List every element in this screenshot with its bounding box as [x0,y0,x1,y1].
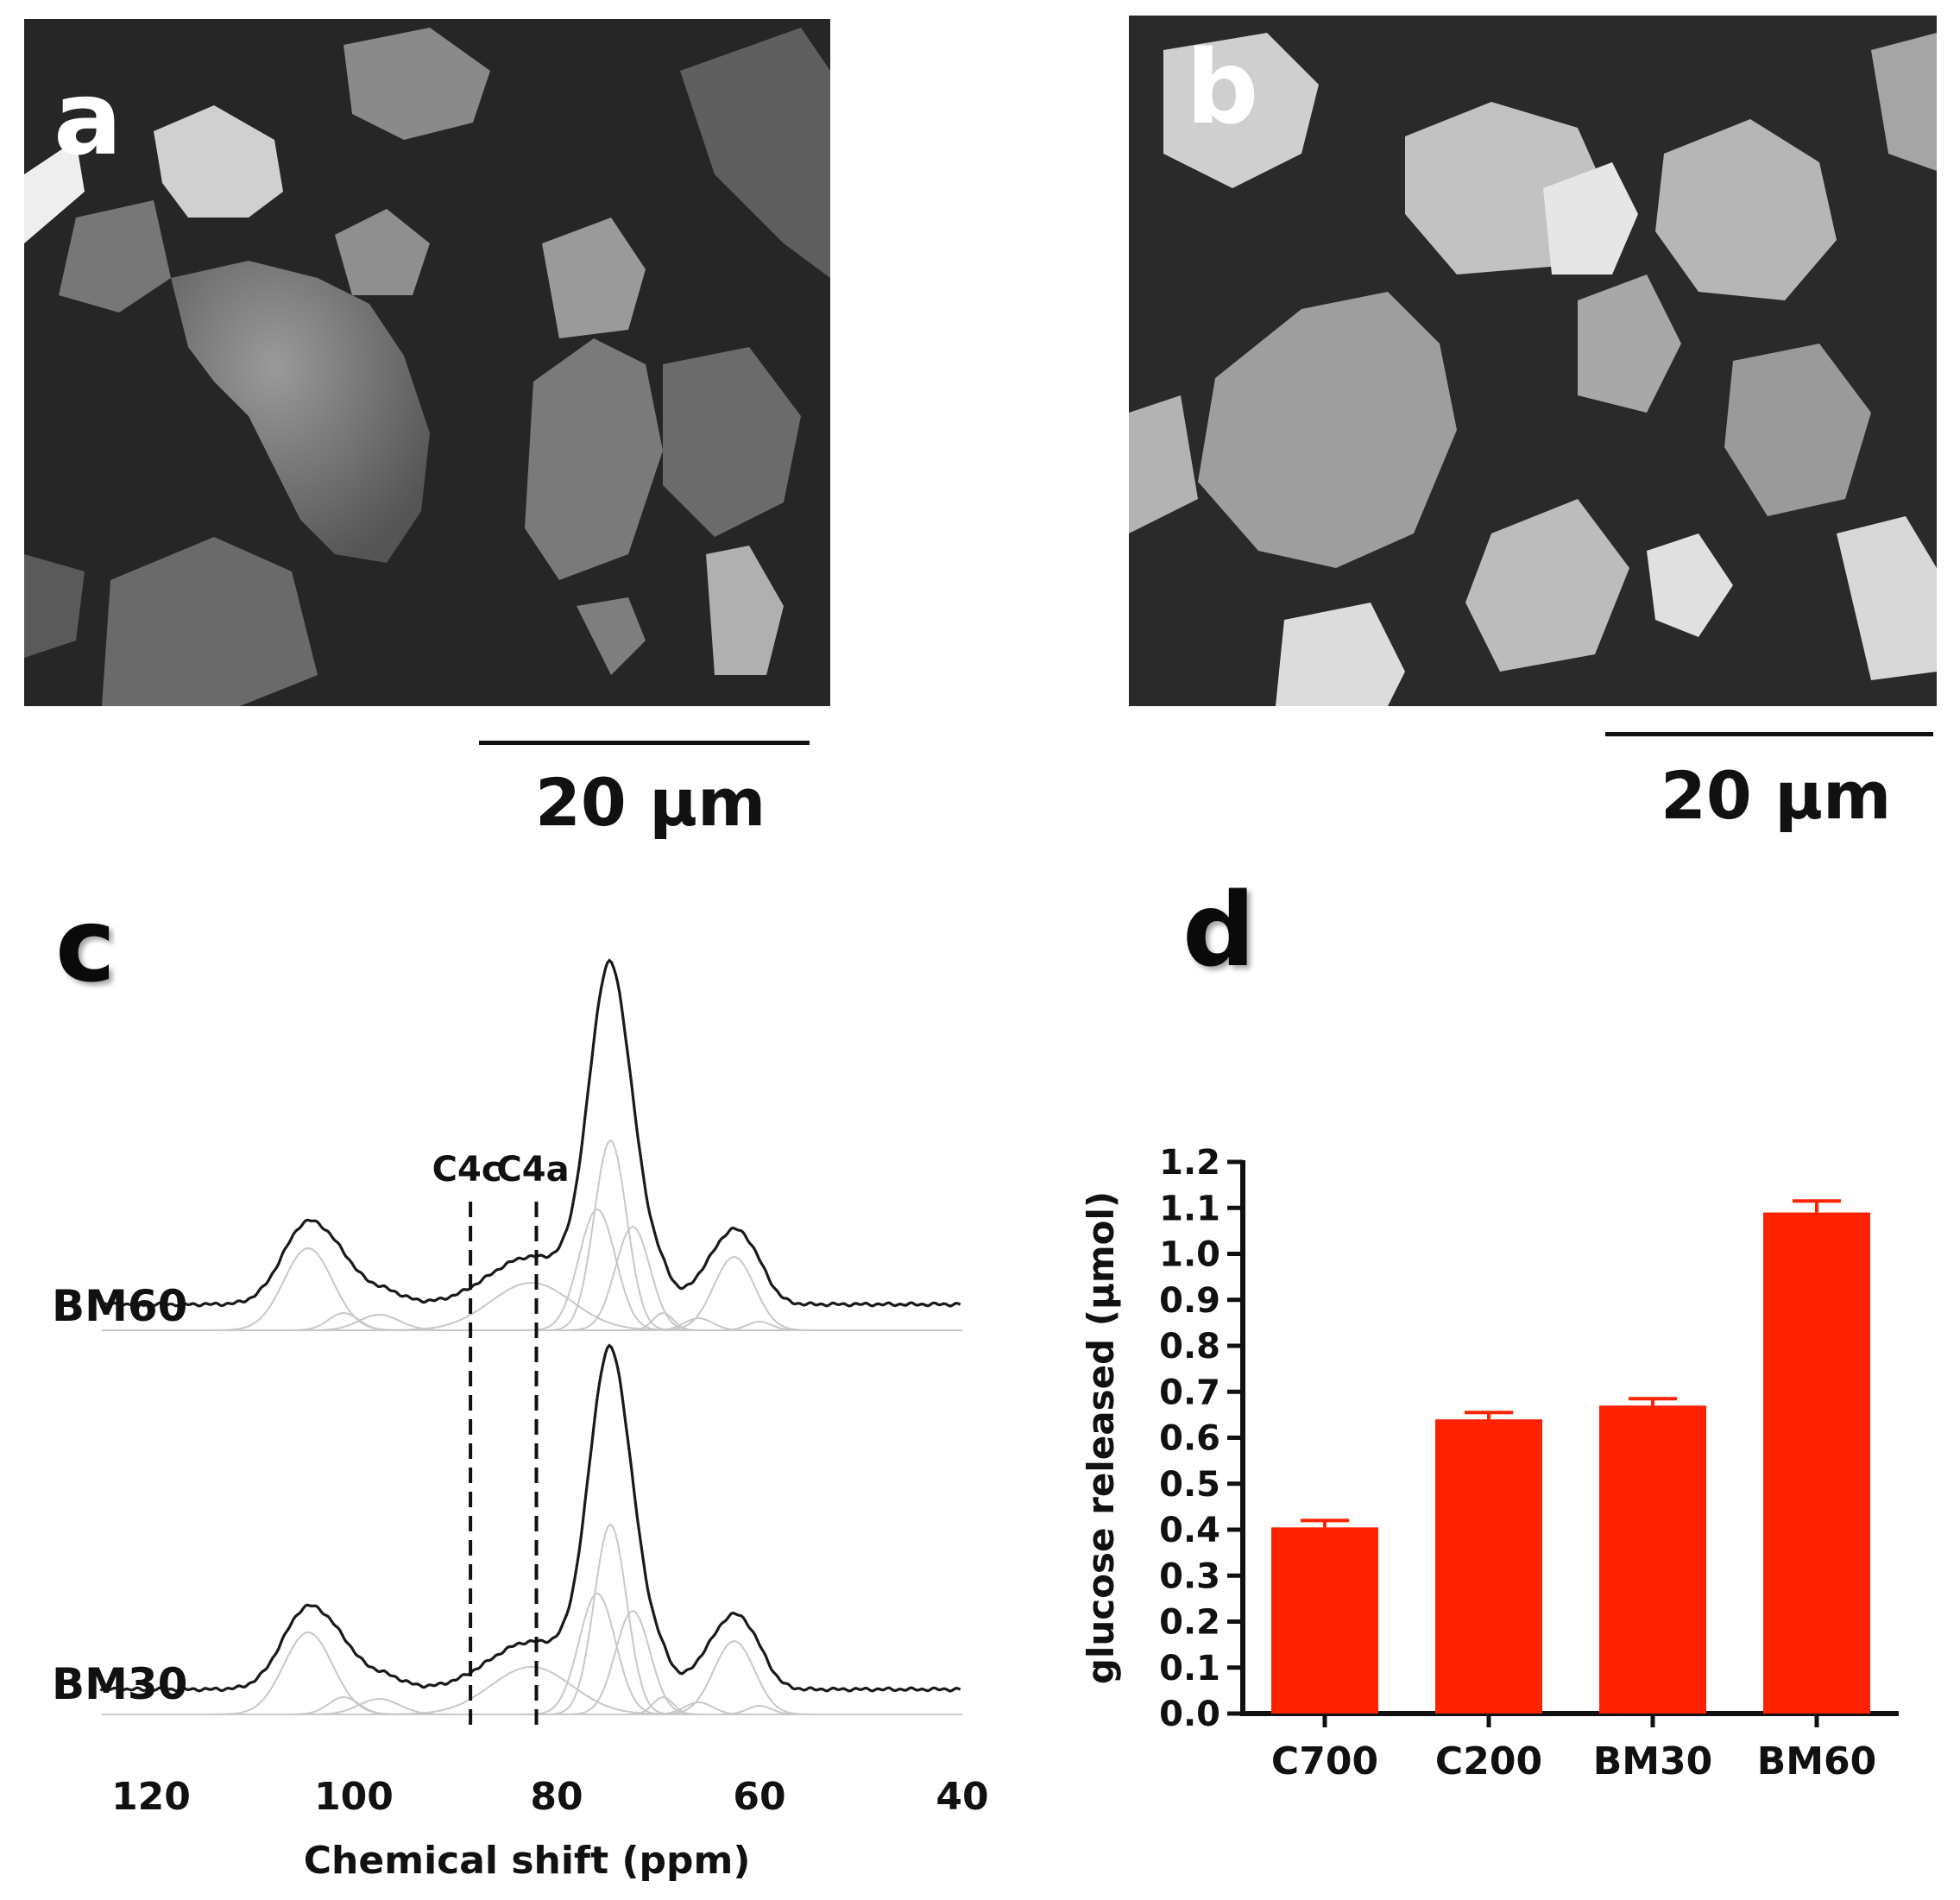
component-peak-104.5 [166,1631,451,1715]
spectrum-bm60: BM60 [52,958,962,1331]
glucose-bar-chart: 0.0 0.1 0.2 0.3 0.4 0.5 0.6 0.7 0.8 0.9 1.0 1.1 1.2 g… [1080,1143,1899,1783]
component-peak-97.5 [236,1313,521,1331]
sem-image-b [1129,16,1937,706]
x-axis-label: Chemical shift (ppm) [304,1839,751,1883]
y-tick-label: 0.9 [1159,1281,1220,1321]
annotation-label-c4c: C4c [432,1150,502,1190]
component-peak-104.5 [166,1247,451,1331]
spectrum-bm30: BM30 [52,1343,962,1715]
panel-label-c: c [55,886,116,1005]
component-peak-60 [617,1320,902,1331]
envelope-bm30 [99,1343,961,1693]
x-tick-label-bm60: BM60 [1757,1739,1877,1783]
component-peak-72.5 [490,1609,775,1715]
scale-bar-a [479,741,810,745]
series-label-bm30: BM30 [52,1659,187,1709]
x-tick-label-bm30: BM30 [1593,1739,1713,1783]
y-axis-label: glucose released (μmol) [1080,1191,1122,1684]
component-peak-72.5 [490,1225,775,1331]
sem-image-a [24,19,830,706]
x-tick-label: 80 [530,1775,583,1819]
y-tick-label: 0.8 [1159,1327,1220,1367]
x-tick-label: 120 [111,1775,191,1819]
bar-bm60 [1763,1212,1870,1714]
scale-bar-b [1605,732,1933,736]
y-tick-label: 0.6 [1159,1419,1220,1459]
component-peak-60 [617,1704,902,1715]
x-tick-label: 60 [733,1775,785,1819]
bar-bm30 [1599,1405,1706,1714]
y-tick-label: 0.0 [1159,1695,1220,1734]
x-tick-label-c200: C200 [1435,1739,1542,1783]
x-tick-label-c700: C700 [1271,1739,1378,1783]
y-tick-label: 0.2 [1159,1603,1220,1643]
y-tick-label: 1.0 [1159,1235,1220,1275]
envelope-bm60 [99,958,961,1308]
y-tick-label: 0.4 [1159,1511,1220,1550]
y-tick-label: 0.1 [1159,1649,1220,1689]
x-tick-label: 40 [936,1775,988,1819]
component-peak-66 [557,1701,841,1715]
x-tick-label: 100 [314,1775,394,1819]
bar-c200 [1435,1419,1542,1714]
scale-label-a: 20 μm [535,764,766,841]
y-tick-label: 1.1 [1159,1189,1220,1228]
component-peak-82.5 [389,1665,674,1715]
component-peak-97.5 [236,1697,521,1715]
panel-label-d: d [1182,870,1256,989]
component-peak-82.5 [389,1281,674,1331]
annotation-label-c4a: C4a [496,1150,569,1190]
y-tick-label: 0.5 [1159,1465,1220,1505]
series-label-bm60: BM60 [52,1281,187,1331]
panel-label-b: b [1186,28,1259,147]
y-tick-label: 0.7 [1159,1373,1220,1412]
y-tick-label: 0.3 [1159,1556,1220,1596]
component-peak-66 [557,1316,841,1331]
panel-label-a: a [54,59,123,178]
scale-label-b: 20 μm [1661,757,1892,834]
bar-c700 [1271,1527,1378,1714]
y-tick-label: 1.2 [1159,1143,1220,1183]
